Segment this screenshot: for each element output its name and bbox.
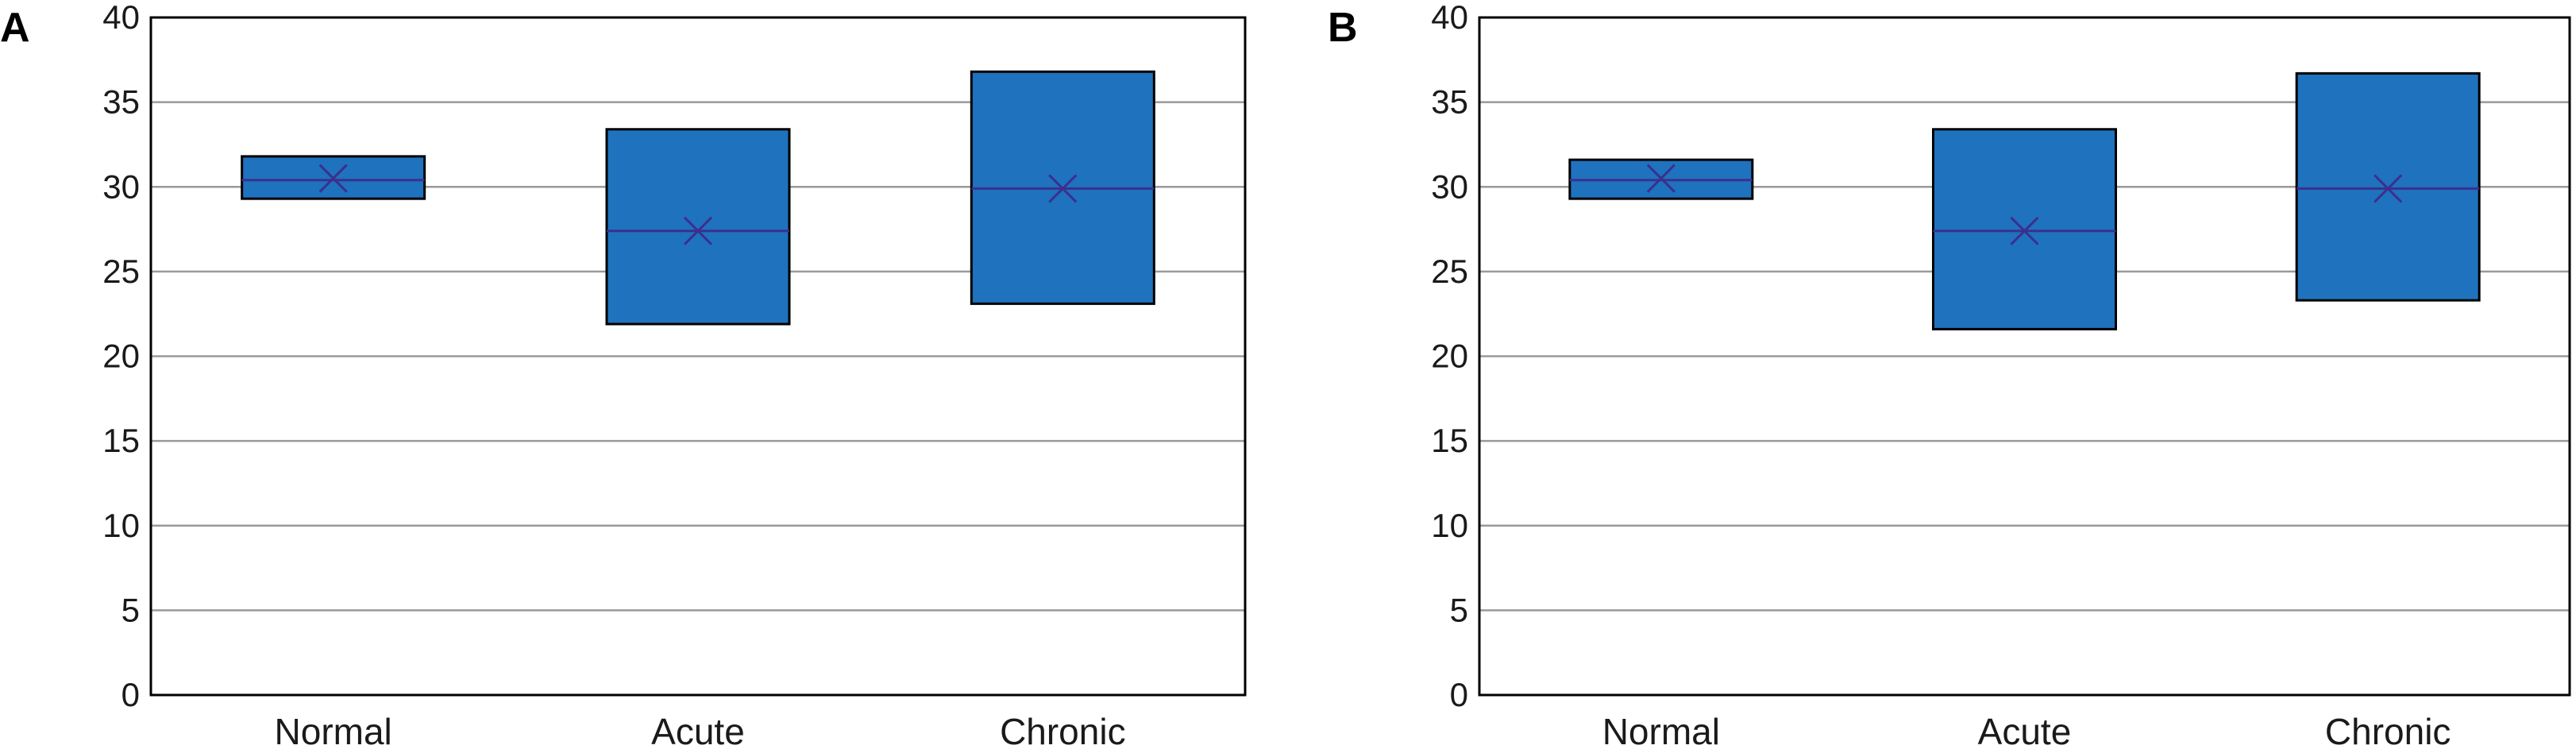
plot-frame (1478, 16, 2571, 697)
mean-marker (1646, 164, 1676, 193)
y-tick-label: 20 (1431, 338, 1468, 375)
box-chronic (2295, 71, 2481, 302)
mean-marker (2010, 216, 2039, 245)
x-tick-label: Normal (275, 711, 392, 752)
y-tick-label: 15 (102, 422, 140, 459)
y-tick-label: 35 (1431, 83, 1468, 121)
chart-panel-a: A 0 5 10 15 20 25 30 35 40 Normal Acute Chronic (0, 0, 1247, 752)
y-tick-label: 40 (102, 0, 140, 36)
chart-panel-b: B 0 5 10 15 20 25 30 35 40 Normal Acute Chronic (1328, 0, 2571, 752)
mean-marker (683, 216, 713, 245)
y-tick-label: 15 (1431, 422, 1468, 459)
x-tick-label: Normal (1602, 711, 1720, 752)
y-tick-label: 35 (102, 83, 140, 121)
y-tick-label: 30 (102, 168, 140, 205)
y-tick-label: 5 (1450, 591, 1468, 628)
y-tick-label: 40 (1431, 0, 1468, 36)
box-acute (605, 128, 791, 326)
y-tick-label: 0 (1450, 676, 1468, 713)
y-tick-label: 10 (1431, 507, 1468, 544)
panel-label: B (1328, 5, 1358, 51)
y-tick-label: 25 (102, 253, 140, 290)
x-tick-label: Chronic (1000, 711, 1126, 752)
x-tick-label: Acute (651, 711, 745, 752)
y-tick-label: 0 (121, 676, 140, 713)
y-tick-label: 10 (102, 507, 140, 544)
y-tick-label: 5 (121, 591, 140, 628)
mean-marker (2374, 174, 2403, 203)
x-tick-label: Acute (1978, 711, 2072, 752)
mean-marker (318, 164, 348, 193)
mean-marker (1048, 174, 1078, 203)
panel-label: A (0, 5, 30, 51)
y-tick-label: 30 (1431, 168, 1468, 205)
y-tick-label: 25 (1431, 253, 1468, 290)
y-tick-label: 20 (102, 338, 140, 375)
x-tick-label: Chronic (2325, 711, 2451, 752)
plot-frame (149, 16, 1247, 697)
box-acute (1932, 128, 2117, 330)
